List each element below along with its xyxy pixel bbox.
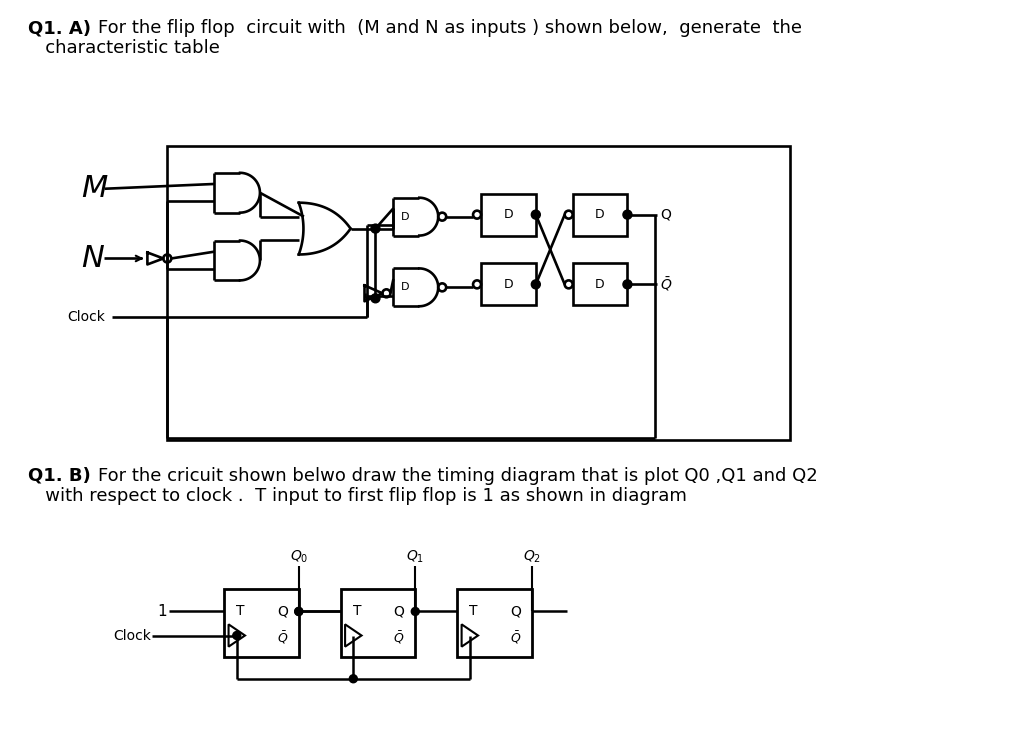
Text: Q: Q <box>660 208 671 222</box>
Text: $\bar{Q}$: $\bar{Q}$ <box>276 630 288 646</box>
Text: Q: Q <box>510 604 521 618</box>
Text: T: T <box>353 604 361 618</box>
Circle shape <box>295 607 303 615</box>
Bar <box>457 589 531 657</box>
Text: N: N <box>82 244 104 273</box>
Text: $Q_1$: $Q_1$ <box>407 549 424 565</box>
Text: Q: Q <box>393 604 404 618</box>
Circle shape <box>349 675 357 682</box>
Circle shape <box>623 280 632 289</box>
Text: D: D <box>401 282 410 292</box>
Circle shape <box>531 280 541 289</box>
Circle shape <box>531 210 541 219</box>
Text: with respect to clock .  T input to first flip flop is 1 as shown in diagram: with respect to clock . T input to first… <box>28 486 687 504</box>
Circle shape <box>295 607 303 615</box>
Text: T: T <box>237 604 245 618</box>
Circle shape <box>412 607 419 615</box>
Text: $\bar{Q}$: $\bar{Q}$ <box>393 630 404 646</box>
Text: For the flip flop  circuit with  (M and N as inputs ) shown below,  generate  th: For the flip flop circuit with (M and N … <box>97 19 802 37</box>
Text: D: D <box>504 208 513 221</box>
Text: D: D <box>595 278 605 291</box>
Bar <box>224 589 299 657</box>
Text: Clock: Clock <box>68 310 105 324</box>
Bar <box>481 264 536 305</box>
Text: T: T <box>469 604 478 618</box>
Text: $\bar{Q}$: $\bar{Q}$ <box>660 276 673 294</box>
Bar <box>572 194 628 235</box>
Bar <box>481 194 536 235</box>
Text: Q: Q <box>276 604 288 618</box>
Text: M: M <box>82 174 109 203</box>
Text: 1: 1 <box>158 604 167 619</box>
Bar <box>167 146 790 440</box>
Text: Clock: Clock <box>114 629 152 642</box>
Text: $Q_2$: $Q_2$ <box>523 549 541 565</box>
Text: characteristic table: characteristic table <box>28 39 220 57</box>
Text: D: D <box>595 208 605 221</box>
Text: For the cricuit shown belwo draw the timing diagram that is plot Q0 ,Q1 and Q2: For the cricuit shown belwo draw the tim… <box>97 466 817 484</box>
Circle shape <box>232 632 241 639</box>
Circle shape <box>623 210 632 219</box>
Circle shape <box>371 294 380 302</box>
Bar <box>341 589 416 657</box>
Bar <box>572 264 628 305</box>
Text: D: D <box>504 278 513 291</box>
Text: Q1. B): Q1. B) <box>28 466 91 484</box>
Text: Q1. A): Q1. A) <box>28 19 91 37</box>
Text: $Q_0$: $Q_0$ <box>290 549 308 565</box>
Text: $\bar{Q}$: $\bar{Q}$ <box>510 630 521 646</box>
Circle shape <box>371 224 380 233</box>
Text: D: D <box>401 212 410 221</box>
